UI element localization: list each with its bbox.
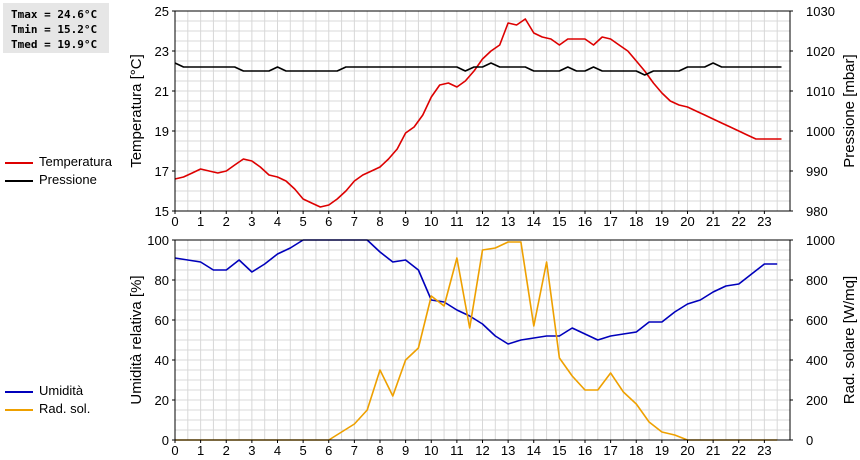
panel1-ytick-right-label: 1030 <box>806 4 835 19</box>
panel2-xtick-label: 23 <box>757 443 771 458</box>
panel2-xtick-label: 13 <box>501 443 515 458</box>
panel1-ytick-left-label: 15 <box>155 204 169 219</box>
legend-umidita: Umidità <box>5 383 83 398</box>
tmax-label: Tmax = 24.6°C <box>11 8 98 21</box>
panel2-ytick-right-label: 400 <box>806 353 828 368</box>
panel2-ytick-left-label: 20 <box>155 393 169 408</box>
legend-radsol: Rad. sol. <box>5 401 90 416</box>
panel1-xtick-label: 21 <box>706 214 720 229</box>
panel1-ytick-left-label: 17 <box>155 164 169 179</box>
legend-pressione-label: Pressione <box>39 172 97 187</box>
panel1-xtick-label: 0 <box>171 214 178 229</box>
panel1-ytick-left-label: 23 <box>155 44 169 59</box>
panel1-ytick-right-label: 1020 <box>806 44 835 59</box>
panel1-xtick-label: 23 <box>757 214 771 229</box>
panel2-ylabel-right: Rad. solare [W/mq] <box>841 276 858 404</box>
legend-umidita-label: Umidità <box>39 383 84 398</box>
panel2-xtick-label: 3 <box>248 443 255 458</box>
panel1-xtick-label: 13 <box>501 214 515 229</box>
panel1-xtick-label: 8 <box>376 214 383 229</box>
panel2-xtick-label: 20 <box>680 443 694 458</box>
panel2-xtick-label: 1 <box>197 443 204 458</box>
legend-temperatura-swatch <box>5 161 33 164</box>
panel2-xtick-label: 2 <box>223 443 230 458</box>
panel2-xtick-label: 22 <box>732 443 746 458</box>
panel1-ytick-left-label: 25 <box>155 4 169 19</box>
panel2-series-umidit <box>174 239 778 345</box>
panel2-ytick-right-label: 200 <box>806 393 828 408</box>
panel1-xtick-label: 11 <box>450 214 464 229</box>
panel1-ytick-right-label: 990 <box>806 164 828 179</box>
tmin-label: Tmin = 15.2°C <box>11 23 98 36</box>
panel2-xtick-label: 12 <box>475 443 489 458</box>
panel2-xtick-label: 14 <box>527 443 541 458</box>
panel2-xtick-label: 16 <box>578 443 592 458</box>
panel1-ytick-left-label: 21 <box>155 84 169 99</box>
panel2-ytick-right-label: 800 <box>806 273 828 288</box>
panel1-xtick-label: 7 <box>351 214 358 229</box>
panel2-ytick-left-label: 100 <box>147 233 169 248</box>
panel2-xtick-label: 15 <box>552 443 566 458</box>
panel2-xtick-label: 7 <box>351 443 358 458</box>
panel2-ytick-right-label: 0 <box>806 433 813 448</box>
panel1-xtick-label: 14 <box>527 214 541 229</box>
panel1-xtick-label: 1 <box>197 214 204 229</box>
panel2-xtick-label: 21 <box>706 443 720 458</box>
panel2-ytick-left-label: 80 <box>155 273 169 288</box>
stats-box: Tmax = 24.6°C Tmin = 15.2°C Tmed = 19.9°… <box>3 3 109 53</box>
panel2-xtick-label: 17 <box>603 443 617 458</box>
panel2-xtick-label: 11 <box>450 443 464 458</box>
panel1-xtick-label: 15 <box>552 214 566 229</box>
panel1-xtick-label: 17 <box>603 214 617 229</box>
panel2-xtick-label: 18 <box>629 443 643 458</box>
panel2-xtick-label: 10 <box>424 443 438 458</box>
panel1-ylabel-right: Pressione [mbar] <box>841 54 858 167</box>
panel1-series-temperatura <box>174 18 782 208</box>
panel2-ylabel-left: Umidità relativa [%] <box>128 275 145 404</box>
legend-temperatura: Temperatura <box>5 154 112 169</box>
panel1-ytick-left-label: 19 <box>155 124 169 139</box>
panel2-ytick-right-label: 1000 <box>806 233 835 248</box>
panel1-xtick-label: 10 <box>424 214 438 229</box>
panel1-xtick-label: 19 <box>655 214 669 229</box>
panel2-ytick-left-label: 60 <box>155 313 169 328</box>
panel2-xtick-label: 6 <box>325 443 332 458</box>
legend-radsol-label: Rad. sol. <box>39 401 91 416</box>
panel1-xtick-label: 4 <box>274 214 281 229</box>
panel1-xtick-label: 2 <box>223 214 230 229</box>
tmed-label: Tmed = 19.9°C <box>11 38 98 51</box>
legend-radsol-swatch <box>5 408 33 411</box>
panel1-xtick-label: 6 <box>325 214 332 229</box>
panel1-ytick-right-label: 1010 <box>806 84 835 99</box>
panel2-ytick-right-label: 600 <box>806 313 828 328</box>
panel1-ylabel-left: Temperatura [°C] <box>128 54 145 168</box>
panel1-ytick-right-label: 1000 <box>806 124 835 139</box>
panel1-xtick-label: 3 <box>248 214 255 229</box>
panel1-xtick-label: 5 <box>300 214 307 229</box>
panel1-xtick-label: 16 <box>578 214 592 229</box>
panel2-ytick-left-label: 0 <box>162 433 169 448</box>
panel1-xtick-label: 20 <box>680 214 694 229</box>
panel1-xtick-label: 18 <box>629 214 643 229</box>
panel2-xtick-label: 19 <box>655 443 669 458</box>
panel2-xtick-label: 9 <box>402 443 409 458</box>
legend-pressione: Pressione <box>5 172 97 187</box>
panel2-xtick-label: 4 <box>274 443 281 458</box>
legend-temperatura-label: Temperatura <box>39 154 112 169</box>
panel2-xtick-label: 8 <box>376 443 383 458</box>
panel2-xtick-label: 0 <box>171 443 178 458</box>
panel1-xtick-label: 12 <box>475 214 489 229</box>
panel1-xtick-label: 9 <box>402 214 409 229</box>
legend-umidita-swatch <box>5 390 33 393</box>
panel2-xtick-label: 5 <box>300 443 307 458</box>
legend-pressione-swatch <box>5 179 33 182</box>
panel1-series-pressione <box>174 62 782 76</box>
panel1-xtick-label: 22 <box>732 214 746 229</box>
panel2-ytick-left-label: 40 <box>155 353 169 368</box>
panel1-ytick-right-label: 980 <box>806 204 828 219</box>
